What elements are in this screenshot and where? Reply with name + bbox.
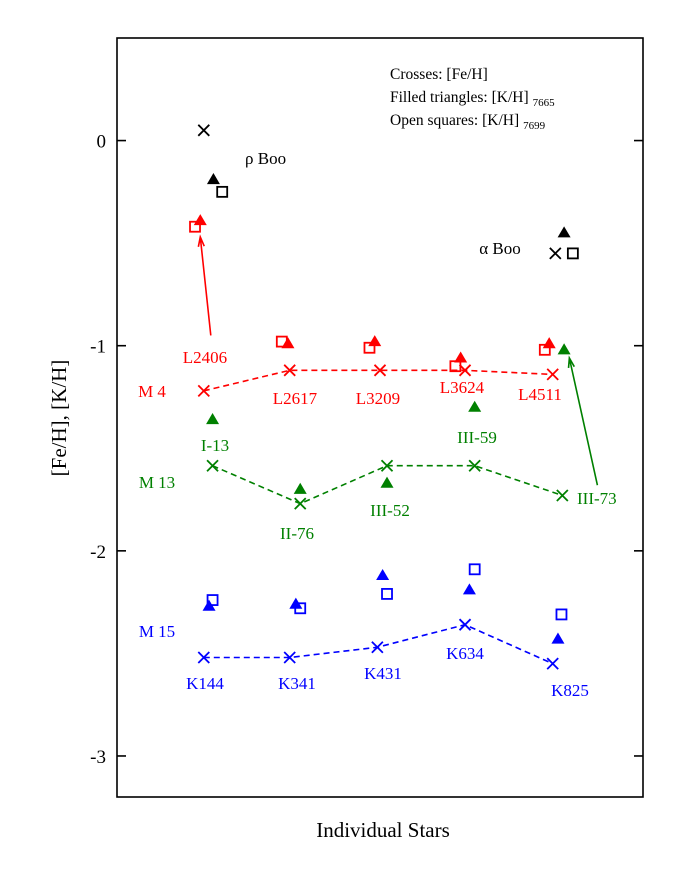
x-axis-title: Individual Stars bbox=[316, 818, 450, 842]
k-h-7665-triangle-marker bbox=[289, 597, 303, 609]
star-label: III-59 bbox=[457, 428, 497, 447]
plot-frame bbox=[116, 37, 644, 798]
y-tick-label: -1 bbox=[90, 337, 106, 358]
k-h-7699-square-marker bbox=[363, 341, 376, 354]
star-point: K144 bbox=[186, 594, 224, 693]
star-point: II-76 bbox=[280, 482, 314, 543]
reference-star: α Boo bbox=[479, 226, 579, 260]
star-point: K634 bbox=[446, 563, 484, 663]
annotation-arrow bbox=[567, 355, 599, 486]
star-label: K431 bbox=[364, 664, 402, 683]
k-h-7665-triangle-marker bbox=[368, 335, 382, 347]
legend-line-squares: Open squares: [K/H] 7699 bbox=[390, 112, 546, 132]
star-point: I-13 bbox=[201, 413, 229, 472]
fe-h-cross-marker bbox=[380, 459, 394, 472]
star-label: K634 bbox=[446, 644, 484, 663]
k-h-7699-square-marker bbox=[206, 594, 219, 606]
y-tick-label: 0 bbox=[97, 132, 107, 153]
star-point: III-73 bbox=[556, 343, 617, 508]
k-h-7699-square-marker bbox=[381, 588, 393, 600]
fe-h-dashed-line bbox=[203, 369, 553, 392]
cluster-series: M 15 K144 K341 K431 K634 K825 bbox=[139, 563, 589, 700]
k-h-7699-square-marker bbox=[566, 247, 579, 260]
k-h-7665-triangle-marker bbox=[454, 351, 468, 363]
star-point: L3209 bbox=[356, 335, 400, 408]
fe-h-cross-marker bbox=[468, 459, 481, 472]
star-point: L2406 bbox=[183, 214, 227, 397]
star-point: L2617 bbox=[273, 335, 318, 408]
fe-h-cross-marker bbox=[546, 657, 559, 670]
fe-h-cross-marker bbox=[458, 364, 472, 377]
fe-h-cross-marker bbox=[549, 247, 562, 260]
star-label: L4511 bbox=[518, 385, 562, 404]
k-h-7665-triangle-marker bbox=[468, 400, 482, 412]
k-h-7699-square-marker bbox=[216, 185, 229, 198]
k-h-7665-triangle-marker bbox=[206, 413, 220, 425]
cluster-series: M 4 L2406 L2617 L3209 L3624 L4511 bbox=[138, 214, 562, 408]
fe-h-cross-marker bbox=[556, 489, 569, 502]
fe-h-cross-marker bbox=[206, 459, 219, 472]
fe-h-cross-marker bbox=[283, 364, 296, 377]
fe-h-dashed-line bbox=[203, 623, 554, 665]
k-h-7665-triangle-marker bbox=[206, 173, 220, 185]
star-label: K144 bbox=[186, 674, 224, 693]
k-h-7699-square-marker bbox=[555, 608, 568, 621]
cluster-label: M 4 bbox=[138, 382, 166, 401]
star-label: L3209 bbox=[356, 389, 400, 408]
star-label: K825 bbox=[551, 681, 589, 700]
fe-h-cross-marker bbox=[197, 651, 210, 664]
k-h-7665-triangle-marker bbox=[193, 214, 207, 226]
k-h-7665-triangle-marker bbox=[557, 226, 571, 238]
k-h-7665-triangle-marker bbox=[462, 583, 476, 595]
star-label: I-13 bbox=[201, 436, 229, 455]
annotation-arrow bbox=[197, 234, 212, 336]
fe-h-cross-marker bbox=[546, 368, 559, 381]
k-h-7665-triangle-marker bbox=[542, 337, 556, 349]
k-h-7699-square-marker bbox=[468, 563, 481, 576]
k-h-7665-triangle-marker bbox=[202, 599, 216, 611]
star-label: L3624 bbox=[440, 378, 485, 397]
k-h-7665-triangle-marker bbox=[551, 632, 565, 644]
k-h-7699-square-marker bbox=[189, 220, 201, 233]
star-label: II-76 bbox=[280, 524, 314, 543]
fe-h-cross-marker bbox=[371, 641, 384, 654]
star-label: L2406 bbox=[183, 348, 227, 367]
reference-star: ρ Boo bbox=[197, 124, 286, 198]
reference-star-label: α Boo bbox=[479, 239, 521, 258]
k-h-7665-triangle-marker bbox=[376, 568, 390, 581]
star-point: L3624 bbox=[440, 351, 485, 397]
fe-h-cross-marker bbox=[458, 618, 472, 631]
star-point: K341 bbox=[278, 597, 316, 693]
legend: Crosses: [Fe/H] Filled triangles: [K/H] 7… bbox=[390, 66, 555, 132]
k-h-7665-triangle-marker bbox=[380, 476, 394, 488]
k-h-7665-triangle-marker bbox=[281, 337, 295, 349]
star-point: K825 bbox=[546, 608, 589, 700]
fe-h-cross-marker bbox=[294, 497, 307, 510]
cluster-series: M 13 I-13 II-76 III-52 III-59 III-73 bbox=[139, 343, 617, 543]
star-label: K341 bbox=[278, 674, 316, 693]
fe-h-cross-marker bbox=[373, 364, 387, 377]
legend-line-crosses: Crosses: [Fe/H] bbox=[390, 66, 488, 83]
cluster-label: M 13 bbox=[139, 473, 175, 492]
star-point: L4511 bbox=[518, 337, 562, 404]
star-point: III-59 bbox=[457, 400, 497, 472]
star-label: III-73 bbox=[577, 489, 617, 508]
star-point: III-52 bbox=[370, 459, 410, 520]
y-axis-title: [Fe/H], [K/H] bbox=[47, 360, 71, 477]
k-h-7665-triangle-marker bbox=[293, 482, 307, 494]
star-point: K431 bbox=[364, 568, 402, 683]
star-label: L2617 bbox=[273, 389, 318, 408]
y-tick-label: -3 bbox=[90, 747, 106, 768]
fe-h-cross-marker bbox=[197, 384, 210, 397]
cluster-label: M 15 bbox=[139, 622, 175, 641]
star-label: III-52 bbox=[370, 501, 410, 520]
fe-h-cross-marker bbox=[197, 124, 210, 137]
k-h-7665-triangle-marker bbox=[557, 343, 571, 355]
reference-star-label: ρ Boo bbox=[245, 149, 286, 168]
y-tick-label: -2 bbox=[90, 542, 106, 563]
legend-line-triangles: Filled triangles: [K/H] 7665 bbox=[390, 89, 555, 109]
fe-h-cross-marker bbox=[283, 651, 296, 664]
